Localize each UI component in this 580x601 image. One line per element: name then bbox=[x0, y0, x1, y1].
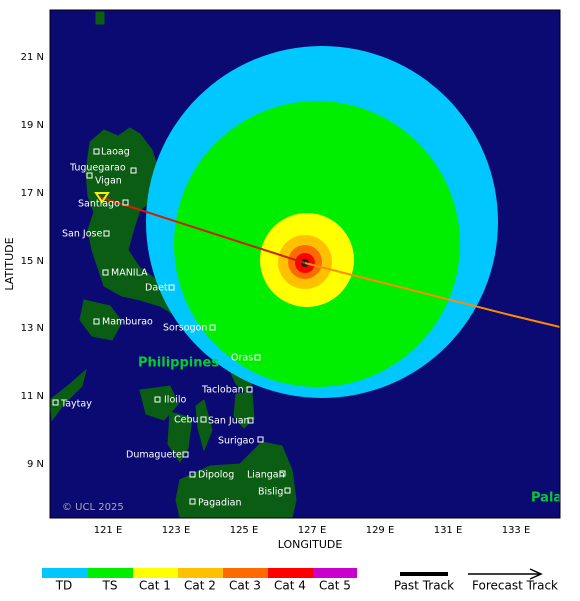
place-label: Santiago bbox=[78, 199, 120, 210]
lon-tick-label: 121 E bbox=[94, 525, 123, 536]
legend-label: Cat 4 bbox=[274, 579, 306, 593]
lon-tick-label: 131 E bbox=[434, 525, 463, 536]
lat-tick-label: 9 N bbox=[27, 459, 44, 470]
forecast-track bbox=[304, 262, 560, 328]
place-label: Laoag bbox=[101, 147, 130, 158]
lat-tick-label: 17 N bbox=[21, 188, 44, 199]
place-label: Iloilo bbox=[164, 395, 187, 406]
legend-label: Cat 5 bbox=[319, 579, 351, 593]
legend-label: Cat 3 bbox=[229, 579, 261, 593]
lon-tick-label: 125 E bbox=[230, 525, 259, 536]
y-axis-label: LATITUDE bbox=[3, 237, 16, 290]
place-label: Liangan bbox=[247, 470, 285, 481]
place-label: Dipolog bbox=[198, 470, 234, 481]
wind-field bbox=[146, 46, 498, 398]
legend-label: Cat 1 bbox=[139, 579, 171, 593]
legend-label: Forecast Track bbox=[472, 579, 558, 593]
past-track bbox=[99, 196, 306, 264]
place-label: Oras bbox=[231, 353, 253, 364]
lat-ticks: 21 N 19 N 17 N 15 N 13 N 11 N 9 N bbox=[21, 52, 44, 470]
lat-tick-label: 15 N bbox=[21, 256, 44, 267]
place-label: Tuguegarao bbox=[69, 163, 126, 174]
intensity-legend: TD TS Cat 1 Cat 2 Cat 3 Cat 4 Cat 5 bbox=[42, 568, 357, 593]
lon-tick-label: 123 E bbox=[162, 525, 191, 536]
lat-tick-label: 13 N bbox=[21, 323, 44, 334]
place-label: Pagadian bbox=[198, 498, 242, 509]
x-axis-label: LONGITUDE bbox=[278, 538, 343, 551]
place-label: Daet bbox=[145, 283, 168, 294]
lat-tick-label: 19 N bbox=[21, 120, 44, 131]
legend-label: TD bbox=[55, 579, 73, 593]
lon-ticks: 121 E 123 E 125 E 127 E 129 E 131 E 133 … bbox=[94, 525, 531, 536]
track-start-marker bbox=[94, 192, 110, 204]
lat-tick-label: 11 N bbox=[21, 391, 44, 402]
place-label: Dumaguete bbox=[126, 450, 182, 461]
place-label: Tacloban bbox=[201, 385, 244, 396]
place-label: San Juan bbox=[208, 416, 250, 427]
lon-tick-label: 129 E bbox=[366, 525, 395, 536]
track-legend: Past Track Forecast Track bbox=[394, 568, 558, 593]
lat-tick-label: 21 N bbox=[21, 52, 44, 63]
lon-tick-label: 127 E bbox=[298, 525, 327, 536]
place-label: San Jose bbox=[62, 229, 102, 240]
credit: © UCL 2025 bbox=[62, 502, 124, 513]
place-label: MANILA bbox=[111, 268, 148, 279]
lon-tick-label: 133 E bbox=[502, 525, 531, 536]
legend-label: Cat 2 bbox=[184, 579, 216, 593]
place-label: Taytay bbox=[60, 399, 92, 410]
map-frame bbox=[49, 9, 561, 519]
place-label: Surigao bbox=[218, 436, 254, 447]
place-label: Mamburao bbox=[102, 317, 153, 328]
place-label: Bislig bbox=[258, 487, 283, 498]
map-content: Laoag Tuguegarao Vigan Santiago San Jose… bbox=[50, 11, 562, 518]
legend-label: Past Track bbox=[394, 579, 454, 593]
place-label: Cebu bbox=[174, 415, 199, 426]
region-label: Pala bbox=[531, 491, 562, 506]
place-label: Sorsogon bbox=[163, 323, 207, 334]
places: Laoag Tuguegarao Vigan Santiago San Jose… bbox=[52, 147, 291, 509]
place-label: Vigan bbox=[95, 176, 122, 187]
legend-label: TS bbox=[102, 579, 118, 593]
region-label: Philippines bbox=[138, 356, 219, 371]
